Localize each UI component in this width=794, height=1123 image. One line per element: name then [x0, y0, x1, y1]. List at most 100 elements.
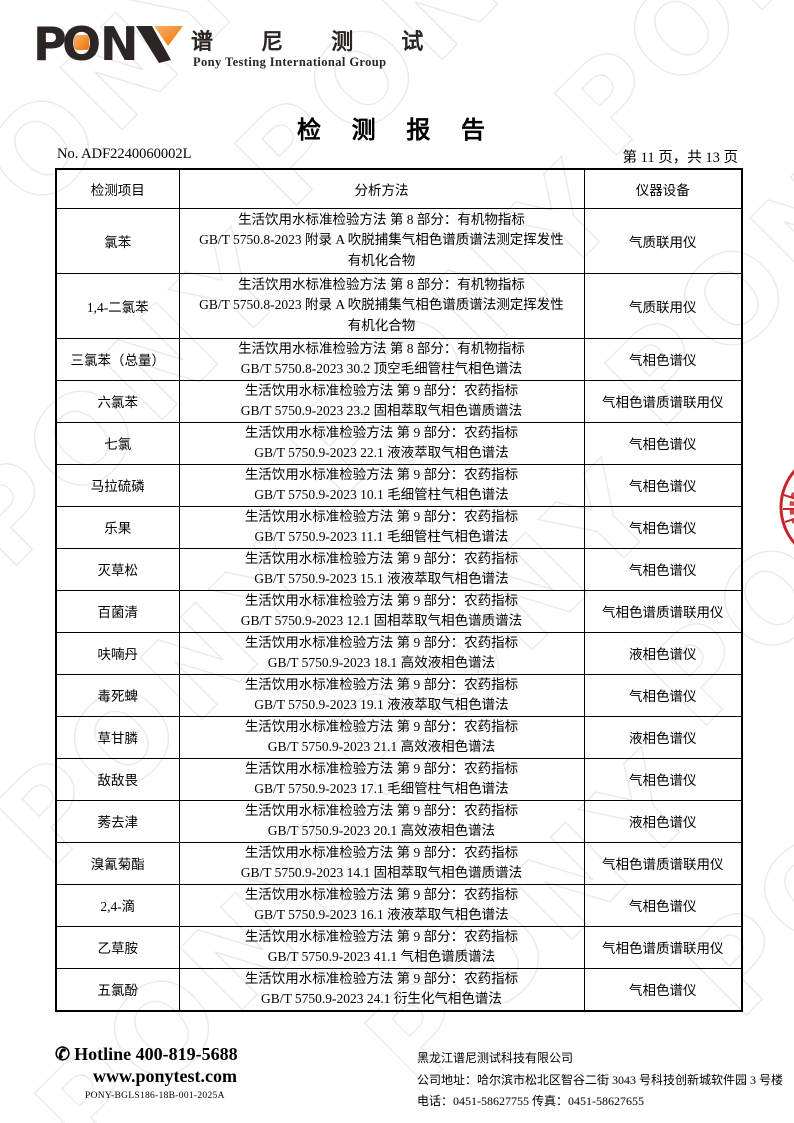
instrument-cell: 气相色谱仪	[583, 673, 743, 717]
table-row: 氯苯 生活饮用水标准检验方法 第 8 部分：有机物指标 GB/T 5750.8-20…	[55, 207, 743, 274]
instrument-cell: 气相色谱仪	[583, 757, 743, 801]
document-code: PONY-BGLS186-18B-001-2025A	[85, 1091, 225, 1101]
method-line: GB/T 5750.9-2023 18.1 高效液相色谱法	[267, 655, 496, 670]
method-line: 生活饮用水标准检验方法 第 9 部分：农药指标	[244, 970, 519, 986]
analysis-method-cell: 生活饮用水标准检验方法 第 9 部分：农药指标 GB/T 5750.9-2023 …	[178, 715, 585, 759]
website-text: www.ponytest.com	[93, 1066, 237, 1086]
method-line: GB/T 5750.8-2023 30.2 顶空毛细管柱气相色谱法	[240, 361, 523, 376]
table-row: 灭草松 生活饮用水标准检验方法 第 9 部分：农药指标 GB/T 5750.9-20…	[55, 547, 743, 591]
instrument-cell: 气相色谱质谱联用仪	[583, 589, 743, 633]
test-item-cell: 灭草松	[55, 547, 180, 591]
analysis-method-cell: 生活饮用水标准检验方法 第 9 部分：农药指标 GB/T 5750.9-2023 …	[178, 673, 585, 717]
analysis-method-cell: 生活饮用水标准检验方法 第 8 部分：有机物指标 GB/T 5750.8-2023…	[178, 337, 585, 381]
header-analysis-method: 分析方法	[178, 168, 585, 209]
analysis-method-cell: 生活饮用水标准检验方法 第 9 部分：农药指标 GB/T 5750.9-2023 …	[178, 799, 585, 843]
test-item-cell: 毒死蜱	[55, 673, 180, 717]
analysis-method-cell: 生活饮用水标准检验方法 第 9 部分：农药指标 GB/T 5750.9-2023 …	[178, 757, 585, 801]
table-row: 2,4-滴 生活饮用水标准检验方法 第 9 部分：农药指标 GB/T 5750.9-…	[55, 883, 743, 927]
test-item-cell: 溴氰菊酯	[55, 841, 180, 885]
instrument-cell: 气相色谱仪	[583, 337, 743, 381]
method-line: 生活饮用水标准检验方法 第 9 部分：农药指标	[244, 886, 519, 902]
method-line: 生活饮用水标准检验方法 第 9 部分：农药指标	[244, 424, 519, 440]
method-line: 有机化合物	[347, 317, 416, 333]
analysis-method-cell: 生活饮用水标准检验方法 第 9 部分：农药指标 GB/T 5750.9-2023 …	[178, 967, 585, 1011]
method-line: 生活饮用水标准检验方法 第 9 部分：农药指标	[244, 592, 519, 608]
page-info: 第 11 页，共 13 页	[622, 150, 738, 166]
instrument-cell: 气相色谱仪	[583, 967, 743, 1011]
method-line: 生活饮用水标准检验方法 第 9 部分：农药指标	[244, 928, 519, 944]
method-line: 生活饮用水标准检验方法 第 9 部分：农药指标	[244, 844, 519, 860]
test-item-cell: 1,4-二氯苯	[55, 272, 180, 339]
report-meta: No. ADF2240060002L 第 11 页，共 13 页	[57, 146, 738, 167]
method-line: 生活饮用水标准检验方法 第 9 部分：农药指标	[244, 718, 519, 734]
method-line: GB/T 5750.9-2023 19.1 液液萃取气相色谱法	[254, 697, 509, 712]
phone-icon: ✆	[55, 1044, 71, 1064]
instrument-cell: 气相色谱仪	[583, 505, 743, 549]
table-row: 草甘膦 生活饮用水标准检验方法 第 9 部分：农药指标 GB/T 5750.9-20…	[55, 715, 743, 759]
report-table-body: 氯苯 生活饮用水标准检验方法 第 8 部分：有机物指标 GB/T 5750.8-20…	[55, 207, 743, 1011]
method-line: GB/T 5750.9-2023 11.1 毛细管柱气相色谱法	[254, 529, 509, 544]
table-row: 呋喃丹 生活饮用水标准检验方法 第 9 部分：农药指标 GB/T 5750.9-20…	[55, 631, 743, 675]
table-row: 五氯酚 生活饮用水标准检验方法 第 9 部分：农药指标 GB/T 5750.9-20…	[55, 967, 743, 1011]
test-item-cell: 2,4-滴	[55, 883, 180, 927]
instrument-cell: 液相色谱仪	[583, 715, 743, 759]
hotline-line: ✆ Hotline 400-819-5688	[55, 1044, 238, 1065]
test-item-cell: 七氯	[55, 421, 180, 465]
test-item-cell: 马拉硫磷	[55, 463, 180, 507]
analysis-method-cell: 生活饮用水标准检验方法 第 9 部分：农药指标 GB/T 5750.9-2023 …	[178, 421, 585, 465]
instrument-cell: 气相色谱质谱联用仪	[583, 841, 743, 885]
instrument-cell: 气相色谱质谱联用仪	[583, 379, 743, 423]
method-line: 有机化合物	[347, 252, 416, 268]
method-line: 生活饮用水标准检验方法 第 8 部分：有机物指标	[238, 340, 525, 356]
method-line: GB/T 5750.9-2023 16.1 液液萃取气相色谱法	[254, 907, 509, 922]
test-item-cell: 敌敌畏	[55, 757, 180, 801]
test-item-cell: 呋喃丹	[55, 631, 180, 675]
instrument-cell: 气相色谱质谱联用仪	[583, 925, 743, 969]
table-row: 马拉硫磷 生活饮用水标准检验方法 第 9 部分：农药指标 GB/T 5750.9-2…	[55, 463, 743, 507]
test-item-cell: 氯苯	[55, 207, 180, 274]
test-item-cell: 草甘膦	[55, 715, 180, 759]
table-row: 三氯苯（总量） 生活饮用水标准检验方法 第 8 部分：有机物指标 GB/T 5750…	[55, 337, 743, 381]
analysis-method-cell: 生活饮用水标准检验方法 第 8 部分：有机物指标 GB/T 5750.8-2023…	[178, 207, 585, 274]
header-test-item: 检测项目	[55, 168, 180, 209]
pony-logo-icon: P O N	[33, 17, 183, 70]
analysis-method-cell: 生活饮用水标准检验方法 第 9 部分：农药指标 GB/T 5750.9-2023 …	[178, 631, 585, 675]
hotline-text: Hotline 400-819-5688	[74, 1044, 238, 1064]
table-row: 百菌清 生活饮用水标准检验方法 第 9 部分：农药指标 GB/T 5750.9-20…	[55, 589, 743, 633]
table-row: 毒死蜱 生活饮用水标准检验方法 第 9 部分：农药指标 GB/T 5750.9-20…	[55, 673, 743, 717]
red-seal-icon	[779, 469, 794, 545]
table-row: 七氯 生活饮用水标准检验方法 第 9 部分：农药指标 GB/T 5750.9-202…	[55, 421, 743, 465]
method-line: 生活饮用水标准检验方法 第 9 部分：农药指标	[244, 802, 519, 818]
method-line: 生活饮用水标准检验方法 第 9 部分：农药指标	[244, 382, 519, 398]
table-row: 1,4-二氯苯 生活饮用水标准检验方法 第 8 部分：有机物指标 GB/T 5750…	[55, 272, 743, 339]
test-item-cell: 莠去津	[55, 799, 180, 843]
brand-name-english: Pony Testing International Group	[193, 55, 387, 69]
report-title: 检 测 报 告	[296, 117, 497, 144]
methods-table: 检测项目 分析方法 仪器设备 氯苯生活饮用水标准检验方法 第 8 部分：有机物指…	[55, 168, 743, 1012]
svg-text:P: P	[33, 17, 67, 70]
table-row: 敌敌畏 生活饮用水标准检验方法 第 9 部分：农药指标 GB/T 5750.9-20…	[55, 757, 743, 801]
brand-name-chinese: 谱 尼 测 试	[191, 29, 445, 54]
table-row: 溴氰菊酯 生活饮用水标准检验方法 第 9 部分：农药指标 GB/T 5750.9-2…	[55, 841, 743, 885]
method-line: 生活饮用水标准检验方法 第 9 部分：农药指标	[244, 550, 519, 566]
method-line: GB/T 5750.9-2023 12.1 固相萃取气相色谱质谱法	[240, 613, 523, 628]
instrument-cell: 气相色谱仪	[583, 547, 743, 591]
method-line: 生活饮用水标准检验方法 第 8 部分：有机物指标	[238, 276, 525, 292]
method-line: 生活饮用水标准检验方法 第 8 部分：有机物指标	[238, 211, 525, 227]
test-item-cell: 百菌清	[55, 589, 180, 633]
test-item-cell: 三氯苯（总量）	[55, 337, 180, 381]
method-line: GB/T 5750.9-2023 23.2 固相萃取气相色谱质谱法	[240, 403, 523, 418]
analysis-method-cell: 生活饮用水标准检验方法 第 9 部分：农药指标 GB/T 5750.9-2023 …	[178, 589, 585, 633]
test-item-cell: 乙草胺	[55, 925, 180, 969]
report-number: No. ADF2240060002L	[57, 146, 192, 162]
instrument-cell: 液相色谱仪	[583, 631, 743, 675]
analysis-method-cell: 生活饮用水标准检验方法 第 9 部分：农药指标 GB/T 5750.9-2023 …	[178, 547, 585, 591]
table-row: 乙草胺 生活饮用水标准检验方法 第 9 部分：农药指标 GB/T 5750.9-20…	[55, 925, 743, 969]
analysis-method-cell: 生活饮用水标准检验方法 第 8 部分：有机物指标 GB/T 5750.8-2023…	[178, 272, 585, 339]
header-instrument: 仪器设备	[583, 168, 743, 209]
method-line: GB/T 5750.8-2023 附录 A 吹脱捕集气相色谱质谱法测定挥发性	[199, 297, 564, 313]
instrument-cell: 气相色谱仪	[583, 883, 743, 927]
method-line: 生活饮用水标准检验方法 第 9 部分：农药指标	[244, 466, 519, 482]
